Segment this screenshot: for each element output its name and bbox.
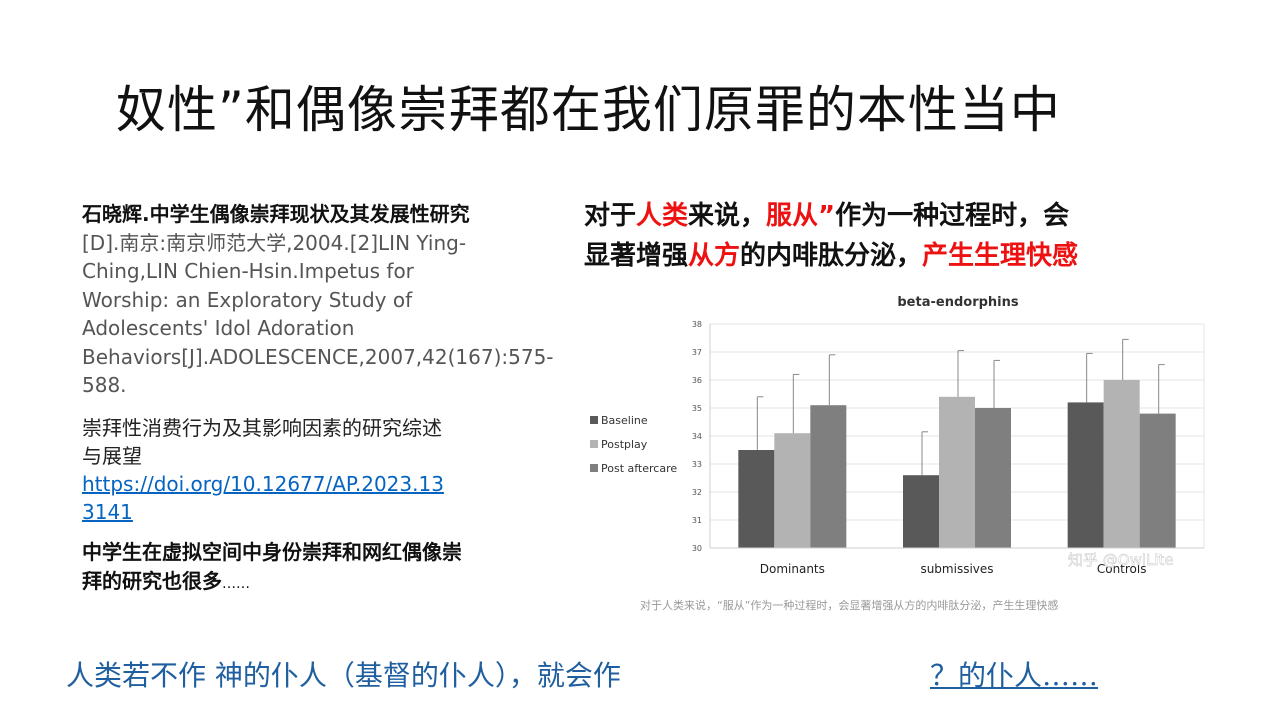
y-tick-label: 36: [692, 376, 702, 385]
headline: 对于人类来说，服从”作为一种过程时，会显著增强从方的内啡肽分泌，产生生理快感: [584, 196, 1224, 276]
legend-swatch: [590, 464, 598, 472]
reference-3-text: 中学生在虚拟空间中身份崇拜和网红偶像崇拜的研究也很多: [82, 539, 462, 593]
bar: [903, 475, 939, 548]
chart-title: beta-endorphins: [897, 295, 1018, 310]
y-tick-label: 38: [692, 320, 702, 329]
x-tick-label: submissives: [920, 562, 993, 576]
chart-legend: Baseline Postplay Post aftercare: [590, 414, 677, 475]
legend-label: Postplay: [601, 438, 648, 451]
chart-bars: [738, 380, 1176, 548]
bar: [774, 433, 811, 548]
bar: [1103, 380, 1140, 548]
headline-part: 对于: [584, 201, 637, 231]
y-tick-label: 30: [692, 544, 702, 553]
y-tick-label: 33: [692, 460, 702, 469]
reference-2-title: 崇拜性消费行为及其影响因素的研究综述与展望: [82, 415, 442, 468]
headline-highlight: 服从”: [766, 201, 836, 231]
legend-swatch: [590, 440, 598, 448]
x-tick-label: Dominants: [760, 562, 825, 576]
bar: [939, 396, 975, 548]
chart-y-axis: 30 31 32 33 34 35 36 37 38: [692, 320, 711, 553]
legend-swatch: [590, 416, 598, 424]
bar: [810, 405, 847, 548]
reference-3-ellipsis: ……: [222, 575, 250, 592]
chart-error-bars: [756, 338, 1165, 476]
watermark: 知乎 @OwlLite: [1068, 551, 1174, 569]
headline-highlight: 人类: [636, 201, 689, 231]
bar: [975, 408, 1011, 548]
y-tick-label: 37: [692, 348, 702, 357]
reference-2-link[interactable]: https://doi.org/10.12677/AP.2023.133141: [82, 471, 444, 524]
beta-endorphins-chart: beta-endorphins 30 31 32 33 34 35 36 37 38 Domin…: [590, 295, 1205, 576]
bar: [1139, 413, 1176, 548]
bottom-text-right: ？的仆人……: [930, 654, 1098, 694]
legend-label: Baseline: [601, 414, 648, 427]
slide-title: 奴性”和偶像崇拜都在我们原罪的本性当中: [116, 81, 1061, 139]
reference-3: 中学生在虚拟空间中身份崇拜和网红偶像崇拜的研究也很多……: [82, 538, 472, 599]
headline-part: 显著增强: [584, 241, 689, 271]
headline-part: 的内啡肽分泌，: [740, 241, 923, 271]
bottom-statement: 人类若不作 神的仆人（基督的仆人），就会作 ？的仆人……: [66, 654, 1098, 694]
bottom-text-left: 人类若不作 神的仆人（基督的仆人），就会作: [66, 659, 621, 692]
reference-1: 石晓辉.中学生偶像崇拜现状及其发展性研究 [D].南京:南京师范大学,2004.[…: [82, 200, 554, 400]
reference-1-title: 石晓辉.中学生偶像崇拜现状及其发展性研究: [82, 202, 470, 226]
bottom-text-end: 的仆人……: [958, 659, 1099, 692]
legend-label: Post aftercare: [601, 462, 677, 475]
reference-1-detail: [D].南京:南京师范大学,2004.[2]LIN Ying-Ching,LIN…: [82, 230, 554, 398]
question-mark: ？: [930, 659, 959, 692]
headline-highlight: 从方: [688, 241, 741, 271]
references-column: 石晓辉.中学生偶像崇拜现状及其发展性研究 [D].南京:南京师范大学,2004.[…: [82, 200, 554, 599]
chart-x-axis: Dominants submissives Controls: [710, 547, 1204, 576]
x-tick-label: Controls: [1097, 562, 1147, 576]
bar: [1067, 402, 1104, 548]
y-tick-label: 32: [692, 488, 702, 497]
bar: [738, 450, 775, 548]
y-tick-label: 31: [692, 516, 702, 525]
y-tick-label: 34: [692, 432, 702, 441]
reference-2: 崇拜性消费行为及其影响因素的研究综述与展望 https://doi.org/10…: [82, 414, 452, 526]
y-tick-label: 35: [692, 404, 702, 413]
chart-caption: 对于人类来说，“服从”作为一种过程时，会显著增强从方的内啡肽分泌，产生生理快感: [640, 599, 1059, 612]
headline-part: 来说，: [688, 201, 767, 231]
headline-highlight: 产生生理快感: [922, 241, 1079, 271]
headline-part: 作为一种过程时，会: [835, 201, 1070, 231]
